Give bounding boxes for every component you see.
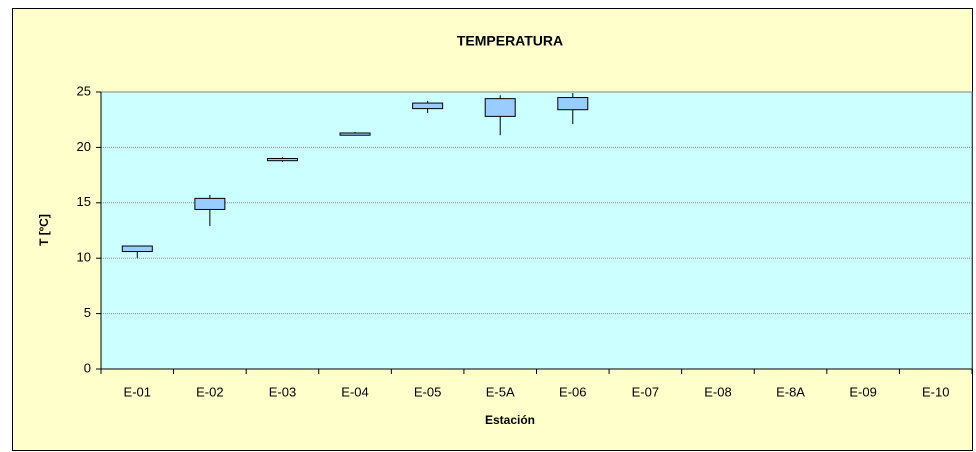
y-tick-label: 0 (84, 360, 91, 375)
box (484, 98, 516, 117)
x-tick-label: E-5A (486, 384, 515, 399)
y-tick-label: 10 (77, 250, 91, 265)
y-tick-label: 25 (77, 83, 91, 98)
y-tick-label: 5 (84, 305, 91, 320)
plot-area (100, 91, 973, 370)
x-tick-label: E-01 (124, 384, 151, 399)
chart-title: TEMPERATURA (457, 33, 563, 49)
x-tick-label: E-06 (559, 384, 586, 399)
x-tick-label: E-02 (196, 384, 223, 399)
x-tick-label: E-05 (414, 384, 441, 399)
x-tick-label: E-03 (269, 384, 296, 399)
x-tick-label: E-8A (776, 384, 805, 399)
box (412, 102, 444, 110)
y-tick-label: 15 (77, 194, 91, 209)
box (557, 97, 589, 111)
box (266, 157, 298, 162)
box (121, 245, 153, 253)
x-tick-label: E-08 (704, 384, 731, 399)
box (339, 132, 371, 136)
y-axis-label: T [ºC] (37, 214, 51, 246)
x-axis-label: Estación (485, 413, 535, 427)
y-tick-label: 20 (77, 139, 91, 154)
x-tick-label: E-04 (341, 384, 368, 399)
box (194, 197, 226, 210)
x-tick-label: E-10 (922, 384, 949, 399)
x-tick-label: E-09 (849, 384, 876, 399)
x-tick-label: E-07 (632, 384, 659, 399)
